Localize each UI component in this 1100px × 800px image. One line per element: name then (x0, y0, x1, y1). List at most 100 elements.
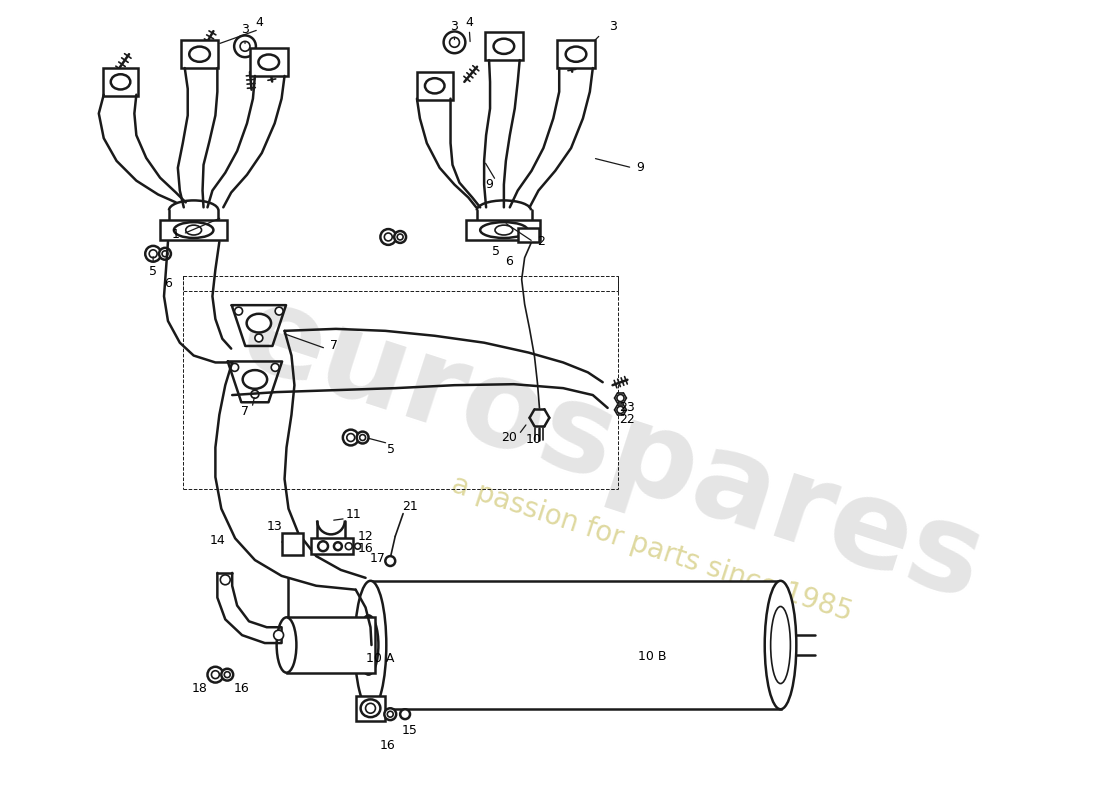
Circle shape (160, 248, 170, 260)
Text: 15: 15 (403, 725, 418, 738)
Text: 14: 14 (209, 534, 226, 546)
Bar (250, 48, 287, 76)
Circle shape (354, 543, 361, 549)
Circle shape (387, 711, 393, 717)
Circle shape (381, 229, 396, 245)
Ellipse shape (354, 581, 386, 710)
Text: eurospares: eurospares (227, 274, 998, 625)
Ellipse shape (246, 314, 271, 333)
Circle shape (208, 666, 223, 682)
Ellipse shape (495, 225, 513, 235)
Circle shape (318, 542, 328, 551)
Circle shape (275, 307, 283, 315)
Circle shape (617, 406, 624, 414)
Bar (286, 618, 375, 673)
Bar (417, 72, 452, 100)
Circle shape (240, 42, 250, 51)
Circle shape (162, 251, 168, 257)
Text: 6: 6 (164, 277, 172, 290)
Text: 4: 4 (465, 16, 473, 29)
Ellipse shape (111, 74, 130, 90)
Circle shape (272, 363, 279, 371)
Ellipse shape (771, 606, 791, 683)
Circle shape (211, 670, 219, 678)
Circle shape (251, 390, 258, 398)
Text: 7: 7 (241, 406, 249, 418)
Text: 11: 11 (345, 508, 362, 521)
Circle shape (234, 35, 256, 57)
Text: 23: 23 (619, 402, 636, 414)
Circle shape (384, 233, 393, 241)
Ellipse shape (258, 54, 279, 70)
Circle shape (274, 630, 284, 640)
Circle shape (231, 363, 239, 371)
Text: 4: 4 (255, 16, 263, 29)
Circle shape (397, 234, 403, 240)
Text: 22: 22 (619, 414, 636, 426)
Ellipse shape (359, 615, 378, 674)
Ellipse shape (481, 222, 528, 238)
Bar (180, 40, 218, 68)
Circle shape (384, 708, 396, 720)
Circle shape (221, 669, 233, 681)
Text: 10: 10 (526, 433, 541, 446)
Text: 16: 16 (233, 682, 249, 695)
Ellipse shape (494, 38, 514, 54)
Text: 7: 7 (330, 339, 338, 352)
Ellipse shape (565, 46, 586, 62)
Ellipse shape (425, 78, 444, 94)
Bar (466, 220, 540, 240)
Text: 20: 20 (500, 431, 517, 444)
Text: a passion for parts since 1985: a passion for parts since 1985 (448, 470, 856, 626)
Circle shape (385, 556, 395, 566)
Ellipse shape (361, 699, 381, 717)
Text: 5: 5 (150, 265, 157, 278)
Text: 5: 5 (492, 246, 500, 258)
Circle shape (234, 307, 243, 315)
Bar (311, 538, 353, 554)
Ellipse shape (189, 46, 210, 62)
Text: 17: 17 (370, 551, 385, 565)
Circle shape (450, 38, 460, 47)
Text: 3: 3 (451, 20, 459, 33)
Bar (558, 40, 595, 68)
Circle shape (443, 31, 465, 54)
Text: 10 B: 10 B (638, 650, 667, 663)
Text: 9: 9 (485, 178, 493, 191)
Text: 13: 13 (267, 520, 283, 533)
Circle shape (255, 334, 263, 342)
Bar (518, 228, 539, 242)
Circle shape (394, 231, 406, 243)
Text: 2: 2 (538, 235, 546, 249)
Bar (161, 220, 228, 240)
Text: 3: 3 (241, 23, 249, 36)
Circle shape (346, 434, 354, 442)
Bar (371, 581, 781, 710)
Circle shape (224, 672, 230, 678)
Text: 18: 18 (191, 682, 208, 695)
Ellipse shape (186, 225, 201, 235)
Circle shape (145, 246, 161, 262)
Text: 9: 9 (636, 162, 645, 174)
Ellipse shape (764, 581, 796, 710)
Bar (183, 277, 617, 291)
Bar (355, 697, 385, 721)
Circle shape (343, 430, 359, 446)
Text: 1: 1 (172, 227, 179, 241)
Text: 12: 12 (358, 530, 373, 543)
Circle shape (220, 575, 230, 585)
Text: 21: 21 (403, 500, 418, 514)
Text: 16: 16 (358, 542, 373, 554)
Ellipse shape (276, 618, 296, 673)
Text: 5: 5 (387, 443, 395, 456)
Circle shape (617, 394, 624, 402)
Circle shape (400, 710, 410, 719)
Bar (102, 68, 139, 96)
Circle shape (360, 434, 365, 441)
Circle shape (345, 542, 352, 550)
Bar (485, 33, 522, 60)
Text: 16: 16 (379, 739, 395, 752)
Text: 6: 6 (505, 255, 513, 268)
Text: 10 A: 10 A (366, 652, 395, 666)
Circle shape (365, 703, 375, 713)
